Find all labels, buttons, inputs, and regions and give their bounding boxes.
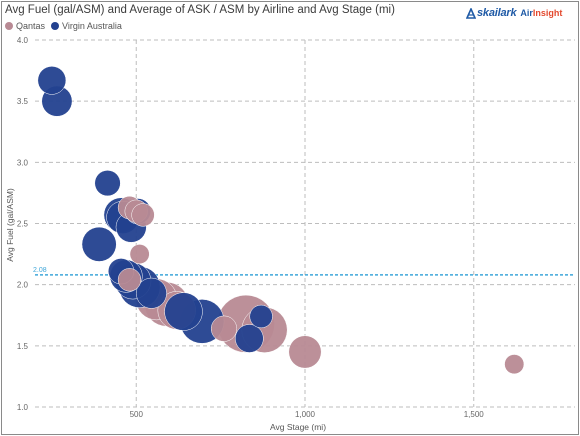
y-tick-label: 3.5 — [17, 97, 29, 106]
x-axis-label: Avg Stage (mi) — [270, 422, 326, 432]
virgin-australia-bubble[interactable] — [136, 277, 167, 309]
qantas-bubble[interactable] — [210, 315, 238, 342]
virgin-australia-bubble[interactable] — [249, 304, 273, 329]
legend-label-qantas: Qantas — [16, 21, 46, 31]
virgin-australia-bubble[interactable] — [94, 170, 121, 197]
logo-insight-text: Insight — [532, 8, 563, 18]
chart-title: Avg Fuel (gal/ASM) and Average of ASK / … — [5, 4, 395, 16]
legend-dot-qantas — [5, 22, 13, 30]
y-tick-label: 1.0 — [17, 403, 29, 412]
x-tick-label: 1,500 — [464, 410, 485, 419]
legend-item-virgin[interactable]: Virgin Australia — [51, 21, 122, 31]
qantas-bubble[interactable] — [117, 268, 142, 292]
y-tick-label: 2.5 — [17, 220, 29, 229]
virgin-australia-bubble[interactable] — [164, 292, 203, 331]
qantas-bubble[interactable] — [131, 203, 155, 227]
qantas-bubble[interactable] — [504, 354, 525, 375]
virgin-australia-bubble[interactable] — [37, 66, 67, 95]
y-tick-label: 3.0 — [17, 158, 29, 167]
y-tick-label: 4.0 — [17, 36, 29, 45]
legend-item-qantas[interactable]: Qantas — [5, 21, 45, 31]
x-tick-label: 1,000 — [295, 410, 316, 419]
y-tick-label: 2.0 — [17, 281, 29, 290]
reference-line-label: 2.08 — [33, 267, 47, 274]
logo-brand-text: skailark — [477, 7, 517, 19]
brand-logo: skailark Air Insight — [466, 7, 562, 19]
virgin-australia-bubble[interactable] — [81, 226, 117, 262]
legend: Qantas Virgin Australia — [5, 21, 128, 31]
qantas-bubble[interactable] — [129, 244, 150, 265]
x-tick-label: 500 — [130, 410, 144, 419]
legend-dot-virgin — [51, 22, 60, 30]
logo-mark-icon — [466, 7, 476, 19]
qantas-bubble[interactable] — [288, 335, 322, 369]
y-axis-label: Avg Fuel (gal/ASM) — [5, 188, 15, 262]
y-tick-label: 1.5 — [17, 342, 29, 351]
legend-label-virgin: Virgin Australia — [62, 21, 122, 31]
logo-air-text: Air — [520, 8, 533, 18]
virgin-australia-bubble[interactable] — [235, 324, 264, 353]
